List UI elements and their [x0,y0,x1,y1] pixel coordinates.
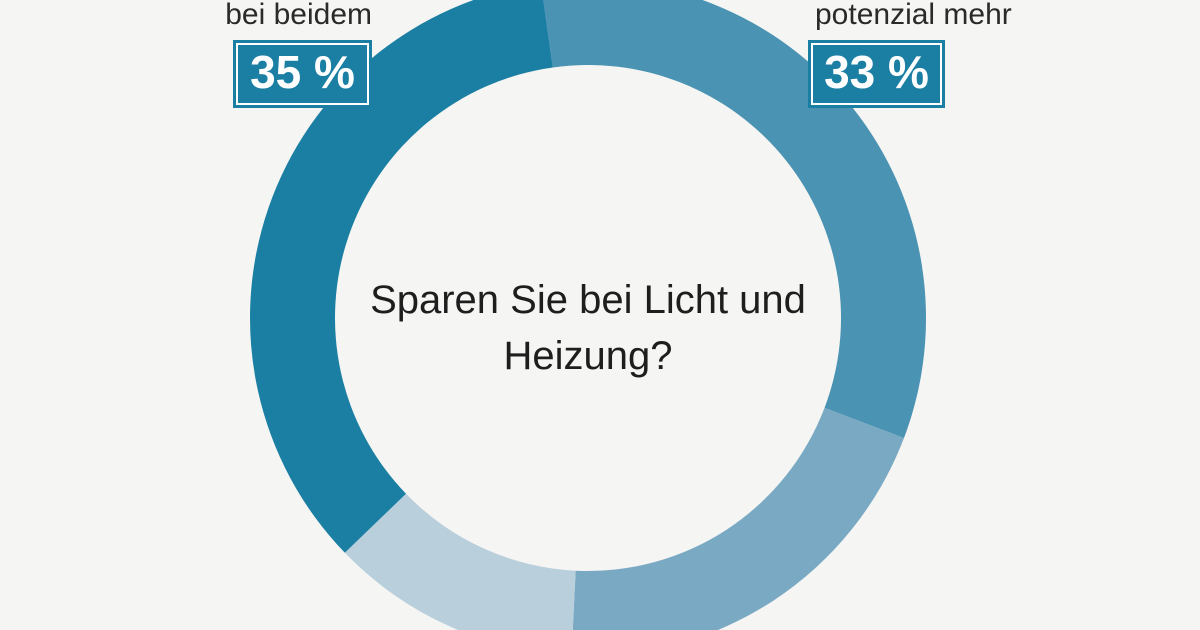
value-label-box [233,40,372,108]
category-label: potenzial mehr [815,0,1012,31]
value-label: 33 % [824,46,929,98]
value-label: 35 % [250,46,355,98]
value-label-border [811,43,942,105]
donut-segment [543,0,926,439]
donut-segment [572,407,904,630]
donut-segment [250,0,553,553]
value-label-box [808,40,945,108]
donut-segment [344,493,576,630]
chart-title: Sparen Sie bei Licht und Heizung? [370,278,806,378]
value-label-border [236,43,369,105]
category-label: bei beidem [225,0,372,31]
